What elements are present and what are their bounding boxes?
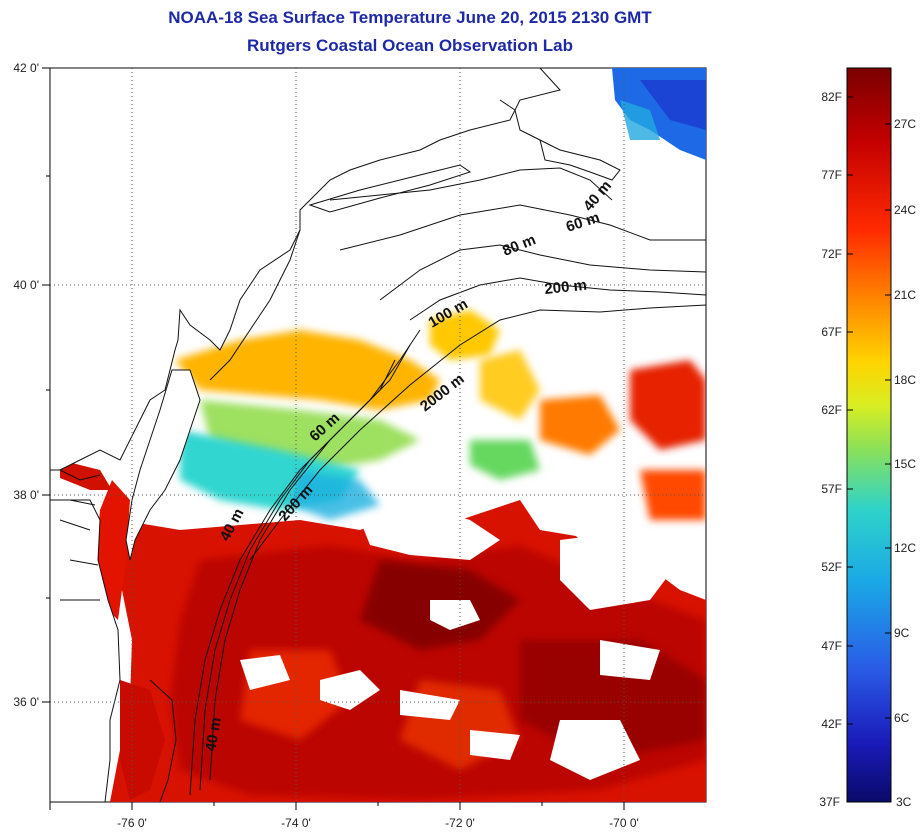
colorbar-gradient xyxy=(846,67,892,803)
coastline xyxy=(50,68,621,802)
lon-label-76: -76 0' xyxy=(117,816,147,830)
cloud-cover xyxy=(240,490,680,780)
cb-f-62: 62F xyxy=(821,403,842,417)
cb-c-6: 6C xyxy=(894,711,910,725)
cb-f-77: 77F xyxy=(821,168,842,182)
colorbar-celsius-labels: 27C 24C 21C 18C 15C 12C 9C 6C 3C xyxy=(894,117,916,809)
lon-label-70: -70 0' xyxy=(609,816,639,830)
pamlico-sound-water xyxy=(120,680,165,800)
contour-shelf-3 xyxy=(189,359,396,796)
contour-60m-north xyxy=(339,204,706,251)
colorbar: 82F 77F 72F 67F 62F 57F 52F 47F 42F 37F … xyxy=(819,67,916,809)
cb-f-57: 57F xyxy=(821,482,842,496)
land-mass xyxy=(50,68,561,471)
contour-label-200m-north: 200 m xyxy=(544,277,588,298)
contour-label-40m-south: 40 m xyxy=(202,716,225,753)
cb-c-9: 9C xyxy=(894,626,910,640)
contour-40m-north xyxy=(329,167,613,201)
contour-200m-north xyxy=(409,277,706,321)
cb-c-21: 21C xyxy=(894,288,916,302)
new-england-coast xyxy=(499,99,541,141)
cb-c-27: 27C xyxy=(894,117,916,131)
cool-shelf-water xyxy=(175,310,706,520)
cb-c-12: 12C xyxy=(894,541,916,555)
longitude-labels: -76 0' -74 0' -72 0' -70 0' xyxy=(117,816,639,830)
frame-ticks xyxy=(42,67,625,810)
colorbar-fahrenheit-labels: 82F 77F 72F 67F 62F 57F 52F 47F 42F 37F xyxy=(819,90,842,809)
map-subtitle: Rutgers Coastal Ocean Observation Lab xyxy=(247,36,573,55)
lat-label-40: 40 0' xyxy=(13,278,39,292)
nj-coast xyxy=(209,229,301,381)
cb-f-37: 37F xyxy=(819,795,840,809)
cb-c-24: 24C xyxy=(894,203,916,217)
long-island xyxy=(308,164,472,213)
cold-northeast-water xyxy=(612,68,706,160)
map-title: NOAA-18 Sea Surface Temperature June 20,… xyxy=(168,8,652,27)
cb-c-15: 15C xyxy=(894,457,916,471)
delmarva-peninsula xyxy=(125,369,201,561)
lat-label-42: 42 0' xyxy=(13,61,39,75)
lat-label-38: 38 0' xyxy=(13,488,39,502)
cb-f-47: 47F xyxy=(821,639,842,653)
cb-f-42: 42F xyxy=(821,717,842,731)
cb-c-3: 3C xyxy=(896,795,912,809)
outer-banks xyxy=(149,679,177,802)
chesapeake-rivers xyxy=(59,469,101,601)
lat-label-36: 36 0' xyxy=(13,695,39,709)
cape-cod xyxy=(539,139,621,181)
sst-field xyxy=(60,68,706,802)
delaware-bay-water xyxy=(60,460,112,490)
contour-80m xyxy=(379,244,706,301)
southern-land xyxy=(50,499,121,802)
cb-f-52: 52F xyxy=(821,560,842,574)
cb-c-18: 18C xyxy=(894,373,916,387)
graticule xyxy=(50,68,706,802)
lon-label-72: -72 0' xyxy=(445,816,475,830)
cb-f-72: 72F xyxy=(821,247,842,261)
lon-label-74: -74 0' xyxy=(281,816,311,830)
latitude-labels: 42 0' 40 0' 38 0' 36 0' xyxy=(13,61,39,709)
cb-f-67: 67F xyxy=(821,325,842,339)
cb-f-82: 82F xyxy=(821,90,842,104)
